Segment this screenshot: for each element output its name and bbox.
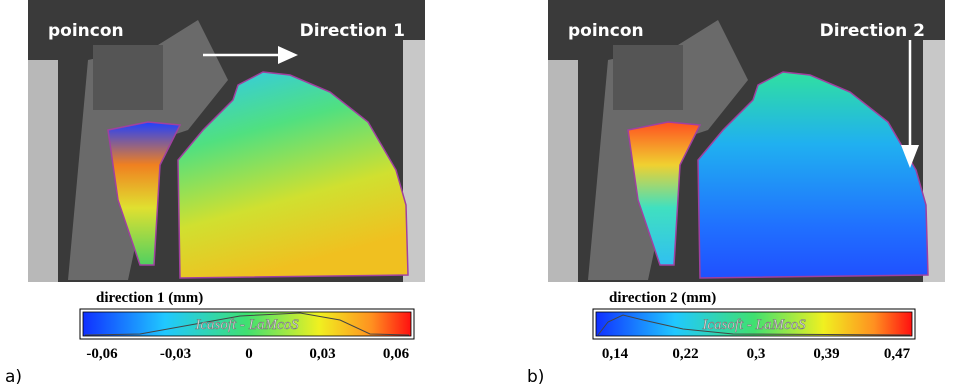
punch-block: [613, 45, 683, 110]
panel-label: b): [527, 367, 544, 387]
histogram: [597, 314, 911, 336]
speckle-right: [923, 40, 945, 282]
speckle-left: [28, 60, 58, 282]
colorbar-tick-label: 0,3: [747, 346, 766, 362]
colorbar-title: direction 2 (mm): [609, 290, 716, 306]
colorbar-tick-label: 0,47: [884, 346, 911, 362]
colorbar-tick-label: -0,06: [86, 346, 118, 362]
watermark: Icasoft - LaMcoS: [194, 317, 299, 333]
field-left: [627, 121, 702, 266]
watermark: Icasoft - LaMcoS: [701, 317, 806, 333]
histogram: [84, 312, 410, 336]
overlay-label: poincon: [48, 21, 124, 41]
overlay-label: poincon: [568, 21, 644, 41]
colorbar-tick-label: 0,03: [309, 346, 335, 362]
colorbar-tick-label: 0,14: [602, 346, 629, 362]
colorbar-tick-label: 0,06: [383, 346, 410, 362]
colorbar-tick-label: 0,39: [813, 346, 839, 362]
speckle-left: [548, 60, 578, 282]
colorbar-tick-label: 0,22: [672, 346, 698, 362]
panel-label: a): [5, 367, 22, 387]
overlay-direction: Direction 2: [820, 21, 925, 41]
punch-block: [93, 45, 163, 110]
speckle-right: [403, 40, 425, 282]
colorbar-title: direction 1 (mm): [96, 290, 203, 306]
field-left: [107, 121, 182, 266]
overlay-direction: Direction 1: [300, 21, 405, 41]
arrow-head: [901, 145, 919, 168]
arrow-head: [278, 46, 298, 64]
field-main: [177, 71, 409, 279]
field-main: [697, 71, 929, 279]
colorbar: [595, 311, 913, 337]
colorbar-tick-label: 0: [245, 346, 253, 362]
colorbar-tick-label: -0,03: [160, 346, 191, 362]
